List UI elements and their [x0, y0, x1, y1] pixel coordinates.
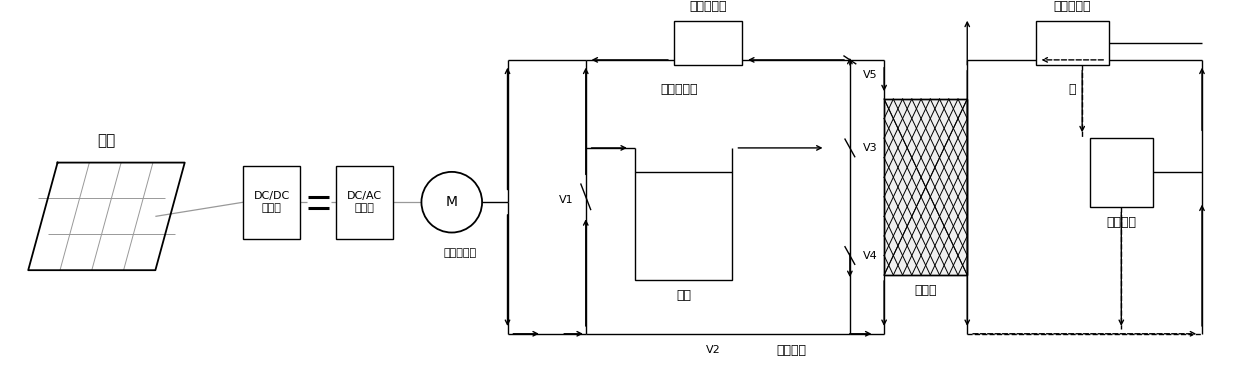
Text: DC/DC
变换器: DC/DC 变换器: [254, 191, 290, 213]
Bar: [884, 99, 967, 275]
Text: 第一冷冻泵: 第一冷冻泵: [689, 0, 727, 13]
Text: 乙二醇溶液: 乙二醇溶液: [660, 83, 697, 96]
Bar: [1035, 21, 1109, 65]
Text: 空调机房: 空调机房: [776, 344, 806, 357]
Bar: [884, 99, 967, 275]
Bar: [243, 166, 300, 239]
Text: 换热板: 换热板: [914, 284, 937, 297]
Bar: [336, 166, 393, 239]
Text: 光伏: 光伏: [98, 134, 115, 149]
Text: V2: V2: [706, 346, 720, 355]
Text: V1: V1: [559, 195, 574, 205]
Bar: [673, 21, 743, 65]
Text: 供冷末端: 供冷末端: [1106, 216, 1136, 229]
Bar: [1090, 138, 1153, 206]
Text: 冰桶: 冰桶: [676, 289, 691, 302]
Text: 第二冷冻泵: 第二冷冻泵: [1054, 0, 1091, 13]
Bar: [884, 99, 967, 275]
Text: DC/AC
变换器: DC/AC 变换器: [347, 191, 382, 213]
Text: M: M: [445, 195, 458, 209]
Text: V5: V5: [863, 70, 877, 79]
Text: V4: V4: [863, 251, 878, 261]
Text: V3: V3: [863, 143, 877, 153]
Bar: [635, 172, 733, 280]
Text: 水: 水: [1069, 83, 1076, 96]
Text: 双工况机组: 双工况机组: [443, 248, 476, 258]
Circle shape: [422, 172, 482, 233]
